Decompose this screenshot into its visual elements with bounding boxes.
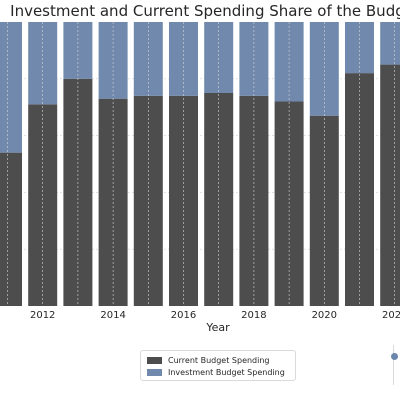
x-tick-2022: 2022 (382, 310, 400, 321)
dot-icon (391, 353, 398, 360)
bar-current-2022 (380, 64, 400, 306)
legend-item-investment: Investment Budget Spending (147, 366, 289, 378)
legend-swatch-investment (147, 368, 162, 376)
x-tick-2014: 2014 (100, 310, 125, 321)
bar-investment-2019 (274, 22, 304, 102)
legend-label-current: Current Budget Spending (168, 355, 270, 365)
bar-current-2011 (0, 152, 22, 306)
bar-current-2012 (28, 104, 58, 306)
bar-investment-2011 (0, 22, 22, 153)
legend: Current Budget Spending Investment Budge… (140, 350, 296, 381)
legend-label-investment: Investment Budget Spending (168, 367, 285, 377)
bars (0, 22, 400, 307)
bar-investment-2020 (309, 22, 339, 116)
legend-fragment (391, 345, 400, 385)
x-ticks: 2012 2014 2016 2018 2020 2022 (30, 310, 400, 321)
bar-current-2013 (63, 78, 93, 306)
x-axis-label: Year (205, 321, 230, 334)
x-tick-2020: 2020 (312, 310, 337, 321)
x-tick-2016: 2016 (171, 310, 196, 321)
legend-item-current: Current Budget Spending (147, 354, 289, 366)
grid (0, 78, 400, 250)
x-tick-2018: 2018 (241, 310, 266, 321)
legend-swatch-current (147, 356, 162, 364)
bar-investment-2022 (380, 22, 400, 65)
bar-investment-2017 (204, 22, 234, 93)
x-tick-2012: 2012 (30, 310, 55, 321)
chart-title: Investment and Current Spending Share of… (10, 2, 400, 20)
